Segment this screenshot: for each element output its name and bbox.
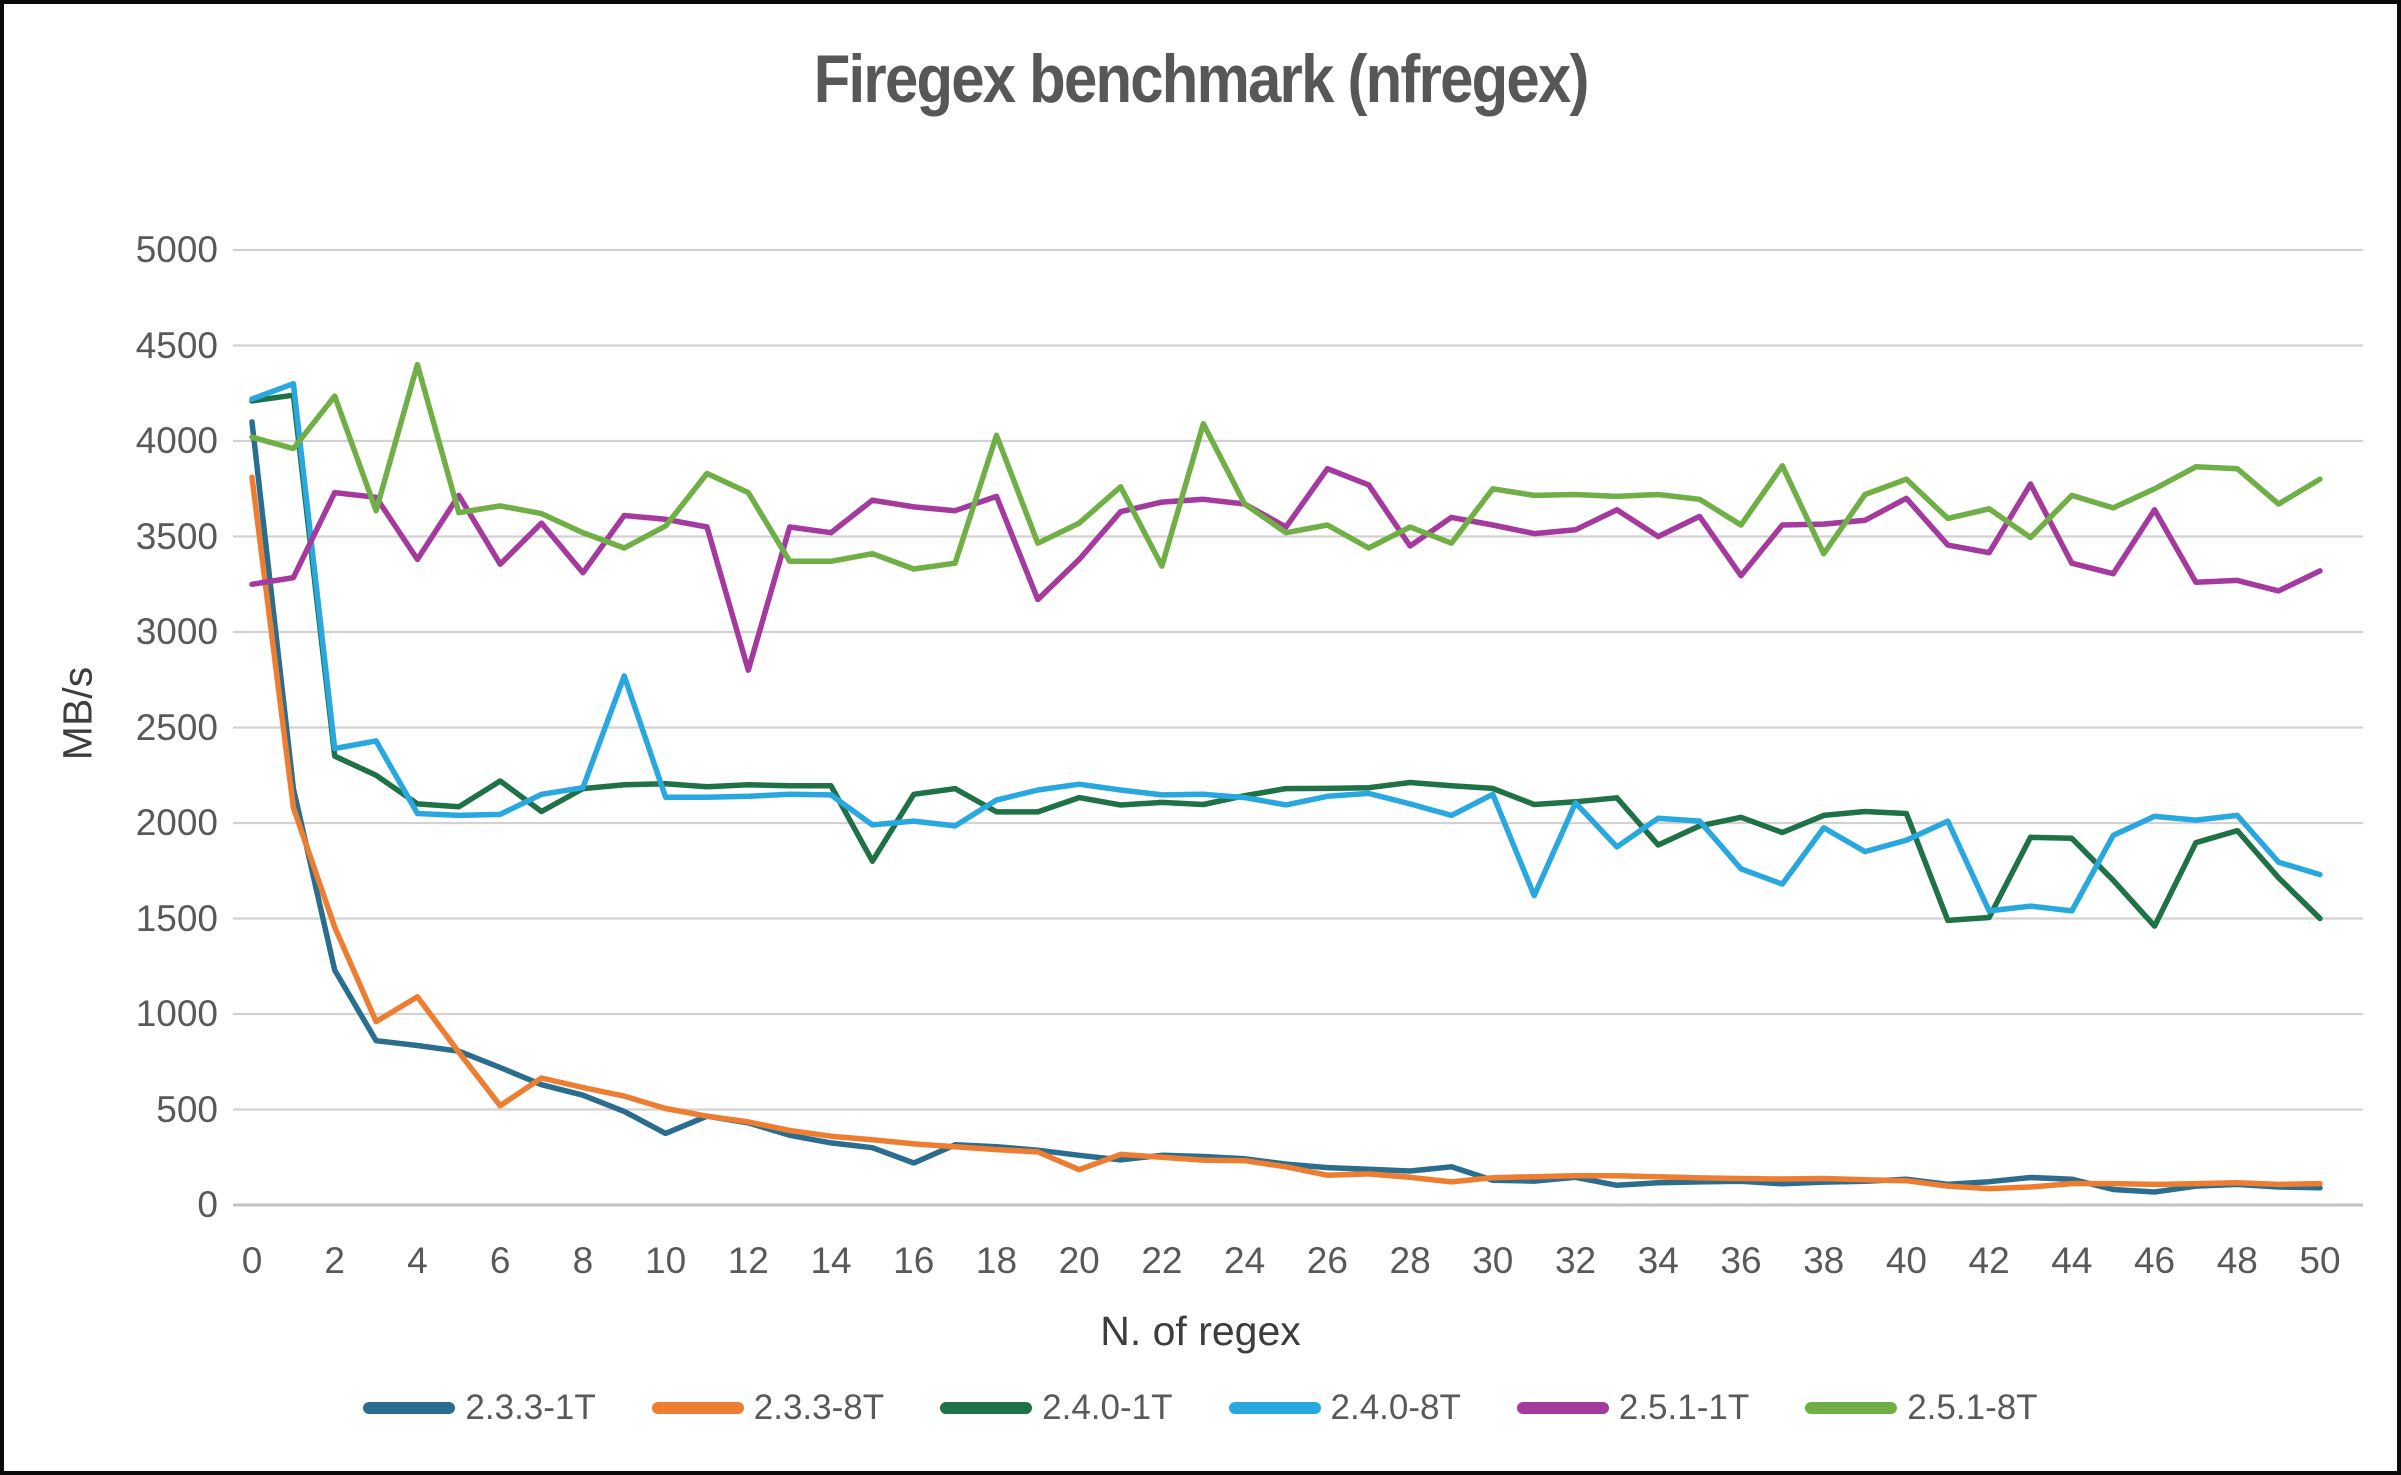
legend-item-2.4.0-8T: 2.4.0-8T	[1228, 1388, 1461, 1428]
x-tick-label-42: 42	[1968, 1240, 2010, 1281]
legend-item-2.3.3-1T: 2.3.3-1T	[363, 1388, 596, 1428]
legend-label-2.4.0-1T: 2.4.0-1T	[1042, 1388, 1173, 1427]
chart-title: Firegex benchmark (nfregex)	[813, 41, 1590, 117]
x-tick-label-28: 28	[1389, 1240, 1431, 1281]
x-tick-label-50: 50	[2299, 1240, 2341, 1281]
x-tick-label-26: 26	[1306, 1240, 1348, 1281]
x-axis-title: N. of regex	[1100, 1308, 1301, 1354]
series-line-2.5.1-1T	[249, 465, 2323, 673]
x-tick-label-24: 24	[1224, 1240, 1266, 1281]
y-tick-label-4500: 4500	[135, 324, 218, 366]
x-tick-label-12: 12	[727, 1240, 769, 1281]
x-tick-label-2: 2	[324, 1240, 345, 1281]
x-tick-label-8: 8	[572, 1240, 594, 1281]
legend-item-2.5.1-1T: 2.5.1-1T	[1516, 1388, 1750, 1428]
legend-swatch-2.5.1-8T	[1805, 1402, 1898, 1414]
x-tick-label-40: 40	[1885, 1240, 1927, 1281]
legend-swatch-2.3.3-8T	[651, 1402, 744, 1414]
legend-label-2.3.3-1T: 2.3.3-1T	[465, 1388, 596, 1427]
legend-swatch-2.4.0-1T	[940, 1402, 1033, 1414]
x-tick-label-4: 4	[407, 1240, 428, 1281]
y-tick-label-3500: 3500	[135, 515, 218, 557]
x-tick-label-6: 6	[489, 1240, 511, 1281]
x-tick-label-46: 46	[2133, 1240, 2176, 1281]
y-tick-label-5000: 5000	[135, 229, 218, 270]
y-tick-label-2000: 2000	[135, 802, 218, 843]
legend-item-2.4.0-1T: 2.4.0-1T	[940, 1388, 1173, 1428]
x-tick-label-44: 44	[2051, 1240, 2093, 1281]
legend-swatch-2.3.3-1T	[363, 1402, 456, 1414]
x-tick-label-14: 14	[810, 1240, 852, 1281]
x-tick-label-38: 38	[1803, 1240, 1845, 1281]
legend-item-2.3.3-8T: 2.3.3-8T	[651, 1388, 885, 1428]
y-tick-label-2500: 2500	[135, 706, 218, 748]
y-tick-label-1500: 1500	[135, 897, 218, 939]
x-tick-label-34: 34	[1637, 1240, 1679, 1281]
legend-label-2.4.0-8T: 2.4.0-8T	[1330, 1388, 1461, 1427]
y-axis-title: MB/s	[54, 666, 101, 761]
y-tick-label-4000: 4000	[135, 420, 218, 461]
x-tick-label-20: 20	[1058, 1240, 1100, 1281]
series-line-2.4.0-8T	[249, 380, 2323, 914]
x-tick-label-0: 0	[241, 1240, 263, 1281]
x-tick-label-30: 30	[1472, 1240, 1514, 1281]
legend-label-2.5.1-1T: 2.5.1-1T	[1618, 1388, 1750, 1427]
y-tick-label-1000: 1000	[135, 993, 218, 1034]
x-tick-label-36: 36	[1720, 1240, 1762, 1281]
x-tick-label-22: 22	[1141, 1240, 1183, 1281]
x-tick-label-32: 32	[1554, 1240, 1597, 1281]
chart-legend: 2.3.3-1T 2.3.3-8T 2.4.0-1T 2.4.0-8T 2.5.1-1T…	[0, 1388, 2401, 1428]
series-line-2.4.0-1T	[249, 392, 2323, 929]
legend-swatch-2.5.1-1T	[1516, 1402, 1609, 1414]
series-line-2.5.1-8T	[249, 361, 2323, 572]
y-tick-label-0: 0	[197, 1184, 218, 1225]
x-tick-label-16: 16	[893, 1240, 935, 1281]
legend-label-2.3.3-8T: 2.3.3-8T	[753, 1388, 885, 1427]
y-tick-label-3000: 3000	[135, 611, 218, 652]
x-tick-label-48: 48	[2216, 1240, 2258, 1281]
legend-swatch-2.4.0-8T	[1228, 1402, 1321, 1414]
x-tick-label-10: 10	[645, 1240, 687, 1281]
y-tick-label-500: 500	[156, 1088, 218, 1130]
legend-label-2.5.1-8T: 2.5.1-8T	[1907, 1388, 2038, 1427]
series-line-2.3.3-8T	[249, 474, 2323, 1192]
x-tick-label-18: 18	[975, 1240, 1018, 1281]
legend-item-2.5.1-8T: 2.5.1-8T	[1805, 1388, 2038, 1428]
